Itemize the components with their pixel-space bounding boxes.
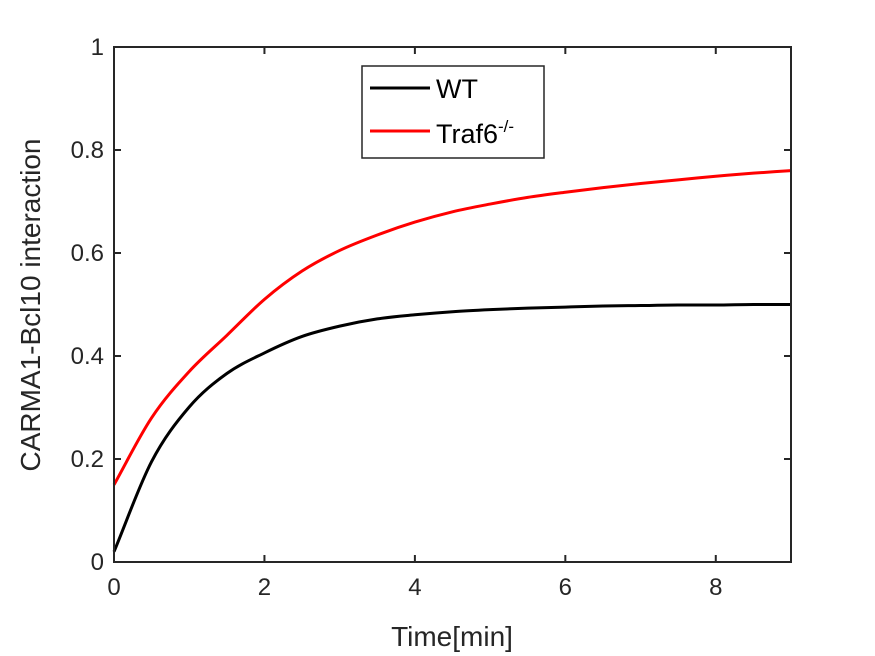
y-tick-label: 0.2 [71, 446, 104, 473]
legend-label-wt: WT [436, 74, 478, 104]
tick-layer: 0 2 4 6 8 0 0.2 0.4 0.6 0.8 1 [71, 34, 791, 601]
y-tick-label: 0 [91, 549, 104, 576]
y-tick-label: 1 [91, 34, 104, 61]
legend-label-traf6-base: Traf6 [436, 119, 498, 149]
legend-label-traf6-superscript: -/- [498, 117, 514, 136]
y-tick-label: 0.8 [71, 137, 104, 164]
axes-box [113, 46, 792, 563]
legend-label-traf6: Traf6-/- [436, 117, 514, 149]
x-tick-label: 2 [258, 574, 271, 601]
y-axis-label: CARMA1-Bcl10 interaction [15, 138, 46, 471]
wt-curve [112, 303, 791, 553]
x-tick-label: 6 [559, 574, 572, 601]
x-axis-label: Time[min] [391, 621, 513, 652]
x-tick-label: 4 [408, 574, 421, 601]
traf6-knockout-curve [112, 169, 792, 486]
x-tick-label: 8 [709, 574, 722, 601]
y-tick-label: 0.6 [71, 240, 104, 267]
legend: WT Traf6-/- [361, 65, 545, 159]
x-tick-label: 0 [107, 574, 120, 601]
y-tick-label: 0.4 [71, 343, 104, 370]
legend-box [361, 65, 545, 159]
series-layer [112, 169, 792, 553]
